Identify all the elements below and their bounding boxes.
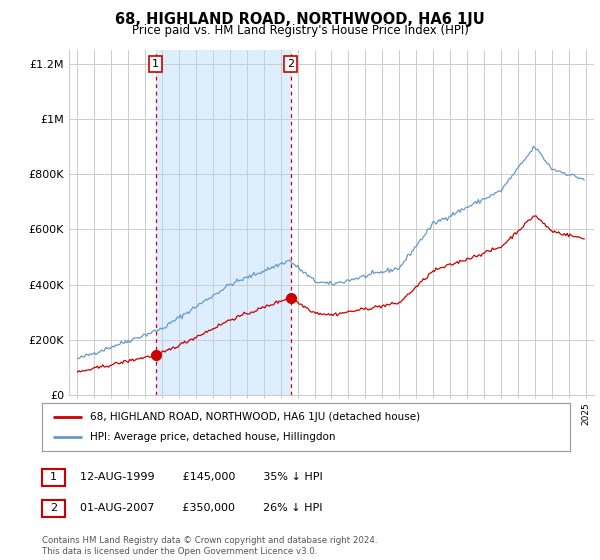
Text: 1: 1	[50, 472, 57, 482]
Text: 68, HIGHLAND ROAD, NORTHWOOD, HA6 1JU: 68, HIGHLAND ROAD, NORTHWOOD, HA6 1JU	[115, 12, 485, 27]
Text: 68, HIGHLAND ROAD, NORTHWOOD, HA6 1JU (detached house): 68, HIGHLAND ROAD, NORTHWOOD, HA6 1JU (d…	[89, 412, 419, 422]
Text: 2: 2	[287, 59, 294, 69]
Text: 2: 2	[50, 503, 57, 514]
Text: 1: 1	[152, 59, 159, 69]
Bar	[155, 50, 290, 395]
Text: 01-AUG-2007        £350,000        26% ↓ HPI: 01-AUG-2007 £350,000 26% ↓ HPI	[80, 503, 322, 514]
Text: 12-AUG-1999        £145,000        35% ↓ HPI: 12-AUG-1999 £145,000 35% ↓ HPI	[80, 472, 323, 482]
Text: Contains HM Land Registry data © Crown copyright and database right 2024.
This d: Contains HM Land Registry data © Crown c…	[42, 536, 377, 556]
Text: HPI: Average price, detached house, Hillingdon: HPI: Average price, detached house, Hill…	[89, 432, 335, 442]
Text: Price paid vs. HM Land Registry's House Price Index (HPI): Price paid vs. HM Land Registry's House …	[131, 24, 469, 36]
